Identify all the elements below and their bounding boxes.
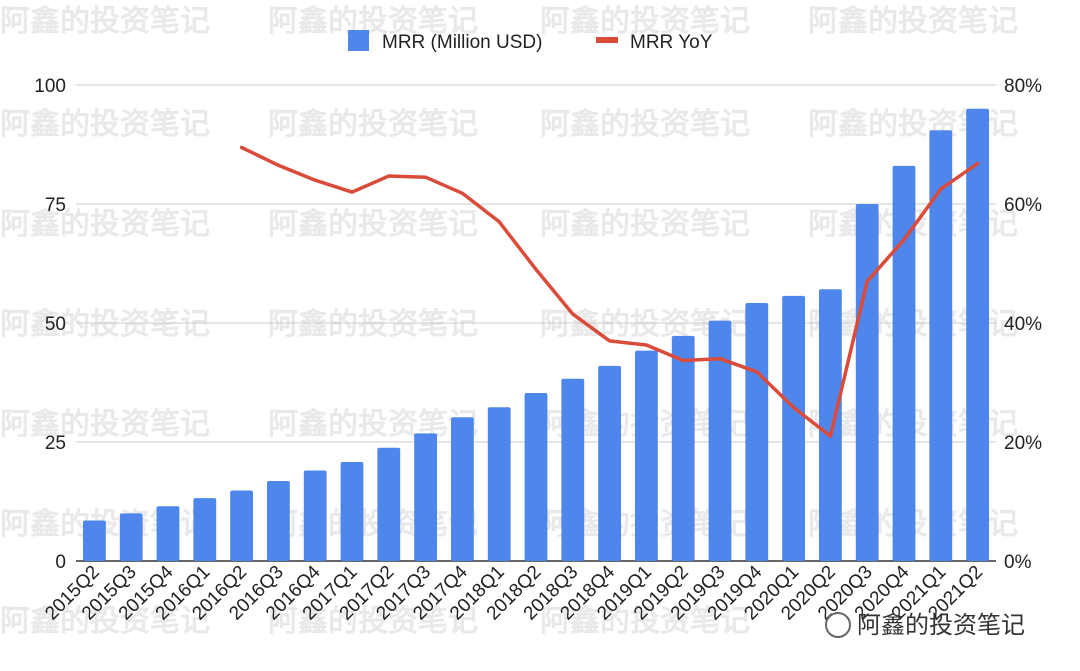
mrr-bar <box>524 392 548 561</box>
watermark-text: 阿鑫的投资笔记 <box>540 207 750 242</box>
mrr-yoy-point <box>828 434 832 438</box>
watermark-text: 阿鑫的投资笔记 <box>268 507 478 542</box>
mrr-yoy-point <box>571 312 575 316</box>
watermark-text: 阿鑫的投资笔记 <box>0 207 210 242</box>
mrr-yoy-point <box>865 279 869 283</box>
mrr-yoy-point <box>497 220 501 224</box>
mrr-bar <box>966 108 990 562</box>
y-axis-right: 0% 20% 40% 60% 80% <box>1004 76 1042 573</box>
y-right-tick-label: 20% <box>1004 433 1042 454</box>
mrr-bar <box>561 378 585 561</box>
mrr-bar <box>156 506 180 561</box>
watermark-text: 阿鑫的投资笔记 <box>268 107 478 142</box>
watermark-text: 阿鑫的投资笔记 <box>268 604 478 639</box>
watermark-text: 阿鑫的投资笔记 <box>0 604 210 639</box>
mrr-yoy-point <box>424 175 428 179</box>
watermark-text: 阿鑫的投资笔记 <box>0 4 210 39</box>
mrr-bar <box>340 461 364 561</box>
bar-series <box>82 108 990 562</box>
mrr-bar <box>230 490 254 561</box>
mrr-bar <box>855 204 879 561</box>
mrr-yoy-point <box>387 174 391 178</box>
watermark-text: 阿鑫的投资笔记 <box>268 307 478 342</box>
mrr-yoy-point <box>534 267 538 271</box>
mrr-bar <box>487 407 511 561</box>
watermark-text: 阿鑫的投资笔记 <box>268 207 478 242</box>
mrr-bar <box>450 417 474 561</box>
watermark-text: 阿鑫的投资笔记 <box>268 4 478 39</box>
mrr-bar <box>193 498 217 561</box>
legend-bar-swatch <box>348 30 369 51</box>
y-right-tick-label: 40% <box>1004 314 1042 335</box>
watermark-text: 阿鑫的投资笔记 <box>540 604 750 639</box>
y-left-tick-label: 75 <box>45 195 66 216</box>
credit-text: 阿鑫的投资笔记 <box>857 611 1025 639</box>
mrr-yoy-point <box>681 358 685 362</box>
y-left-tick-label: 0 <box>55 552 66 573</box>
watermark-text: 阿鑫的投资笔记 <box>0 407 210 442</box>
mrr-yoy-point <box>939 187 943 191</box>
watermark-text: 阿鑫的投资笔记 <box>268 407 478 442</box>
line-series <box>239 145 980 438</box>
watermark-text: 阿鑫的投资笔记 <box>540 4 750 39</box>
mrr-bar <box>929 130 953 561</box>
mrr-yoy-point <box>276 163 280 167</box>
mrr-bar <box>671 335 695 561</box>
mrr-yoy-point <box>755 370 759 374</box>
watermark-text: 阿鑫的投资笔记 <box>0 107 210 142</box>
legend-line-swatch <box>596 37 618 43</box>
y-right-tick-label: 0% <box>1004 552 1032 573</box>
mrr-yoy-point <box>792 405 796 409</box>
mrr-yoy-point <box>240 145 244 149</box>
y-axis-left: 0 25 50 75 100 <box>34 76 66 573</box>
mrr-yoy-point <box>718 357 722 361</box>
mrr-bar <box>708 320 732 561</box>
watermark-text: 阿鑫的投资笔记 <box>540 107 750 142</box>
mrr-yoy-point <box>976 162 980 166</box>
y-right-tick-label: 60% <box>1004 195 1042 216</box>
mrr-yoy-point <box>350 190 354 194</box>
mrr-yoy-point <box>902 238 906 242</box>
mrr-bar <box>414 433 438 561</box>
y-left-tick-label: 50 <box>45 314 66 335</box>
mrr-bar <box>782 295 806 561</box>
mrr-bar <box>377 447 401 561</box>
y-right-tick-label: 80% <box>1004 76 1042 97</box>
mrr-bar <box>119 513 143 561</box>
mrr-yoy-point <box>644 343 648 347</box>
y-left-tick-label: 100 <box>34 76 66 97</box>
watermark-text: 阿鑫的投资笔记 <box>808 4 1018 39</box>
mrr-yoy-point <box>313 178 317 182</box>
mrr-yoy-point <box>608 339 612 343</box>
watermark-text: 阿鑫的投资笔记 <box>0 307 210 342</box>
mrr-yoy-point <box>460 191 464 195</box>
mrr-bar <box>82 520 106 561</box>
mrr-bar <box>818 289 842 561</box>
legend-bar-label: MRR (Million USD) <box>382 32 542 53</box>
author-credit: 阿鑫的投资笔记 <box>825 611 1025 639</box>
mrr-bar <box>266 481 290 561</box>
y-left-tick-label: 25 <box>45 433 66 454</box>
mrr-bar <box>598 365 622 561</box>
legend: MRR (Million USD) MRR YoY <box>348 30 713 53</box>
mrr-bar <box>745 303 769 561</box>
legend-line-label: MRR YoY <box>630 32 713 53</box>
wechat-icon <box>825 612 851 638</box>
mrr-bar <box>892 165 916 562</box>
mrr-bar <box>634 350 658 561</box>
mrr-bar <box>303 470 327 561</box>
